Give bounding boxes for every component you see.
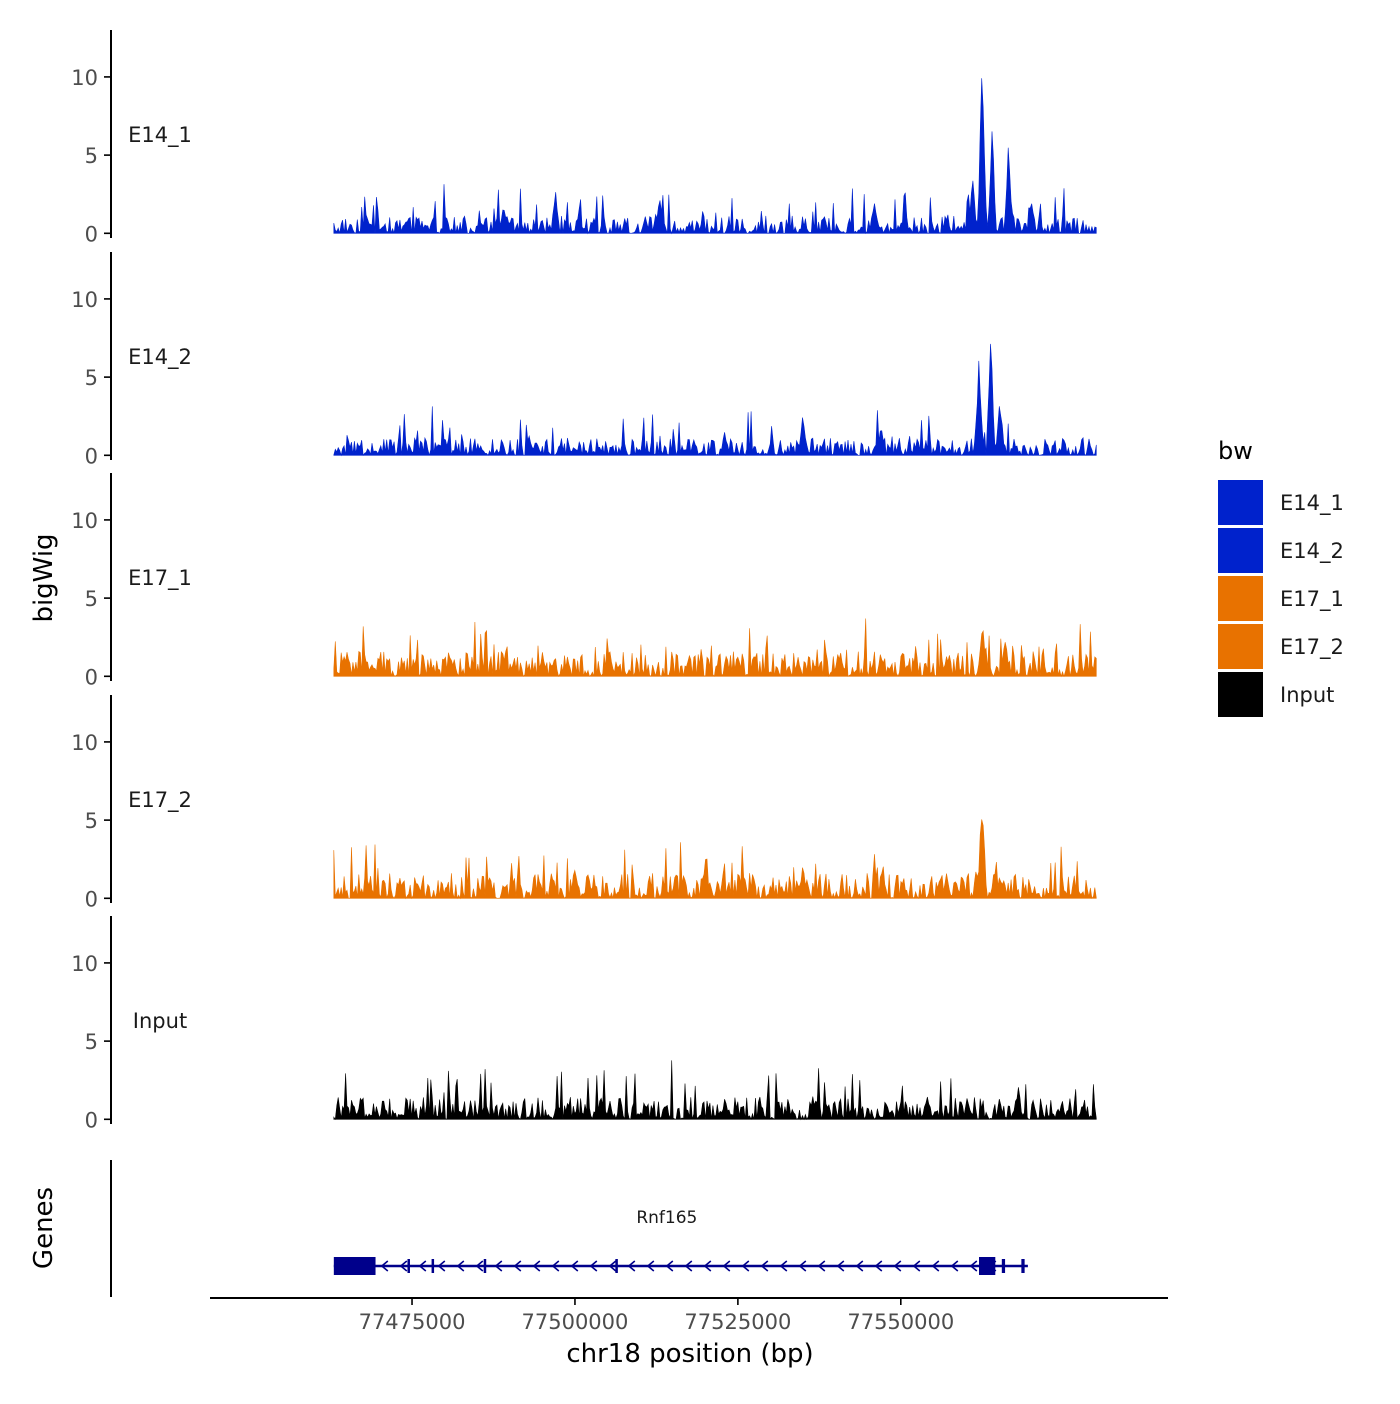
gene-exon (1001, 1259, 1006, 1273)
strand-arrow (532, 1260, 541, 1272)
legend-label-e14_2: E14_2 (1280, 539, 1344, 564)
gene-rnf165: Rnf165 (333, 1208, 1028, 1275)
legend-label-e17_2: E17_2 (1280, 635, 1344, 660)
legend-swatch-e17_2 (1218, 624, 1263, 669)
x-tick-label: 77475000 (359, 1310, 466, 1334)
x-axis: 77475000 77500000 77525000 77550000 (210, 1297, 1168, 1334)
strand-arrow (589, 1260, 598, 1272)
x-tick-label: 77500000 (522, 1310, 629, 1334)
track-panel-e17_2: 0 5 10 E17_2 (71, 695, 1097, 911)
y-tick-label: 10 (71, 66, 98, 90)
y-tick-label: 5 (85, 809, 98, 833)
y-tick-label: 0 (85, 1108, 98, 1132)
legend-label-e14_1: E14_1 (1280, 491, 1344, 516)
x-tick-label: 77550000 (847, 1310, 954, 1334)
x-tick-label: 77525000 (684, 1310, 791, 1334)
strand-arrow (798, 1260, 807, 1272)
gene-exon (407, 1259, 410, 1273)
y-tick-label: 0 (85, 222, 98, 246)
strand-arrow (893, 1260, 902, 1272)
track-panels: 0 5 10 E14_1 0 5 10 E14_2 0 5 10 E17_1 0 5 10 E17_2 0 5 10… (71, 30, 1097, 1132)
strand-arrow (912, 1260, 921, 1272)
legend-swatch-e17_1 (1218, 576, 1263, 621)
gene-exon (979, 1257, 996, 1275)
track-label-e14_1: E14_1 (128, 123, 192, 148)
strand-arrow (551, 1260, 560, 1272)
track-label-e17_2: E17_2 (128, 788, 192, 813)
strand-arrow (665, 1260, 674, 1272)
y-tick-label: 10 (71, 288, 98, 312)
strand-arrow (475, 1260, 484, 1272)
y-tick-label: 5 (85, 144, 98, 168)
gene-exon (483, 1259, 487, 1273)
y-tick-label: 5 (85, 587, 98, 611)
strand-arrow (836, 1260, 845, 1272)
strand-arrow (608, 1260, 617, 1272)
strand-arrow (950, 1260, 959, 1272)
genes-panel-title: Genes (29, 1187, 59, 1269)
track-panel-e17_1: 0 5 10 E17_1 (71, 473, 1097, 689)
strand-arrow (627, 1260, 636, 1272)
y-tick-label: 10 (71, 731, 98, 755)
track-panel-e14_2: 0 5 10 E14_2 (71, 252, 1097, 468)
legend-swatch-input (1218, 672, 1263, 717)
genes-track: Rnf165 (110, 1160, 1028, 1297)
gene-exon (431, 1259, 435, 1273)
gene-exon (1021, 1259, 1025, 1273)
signal-area-input (333, 1060, 1097, 1121)
strand-arrow (874, 1260, 883, 1272)
y-tick-label: 0 (85, 665, 98, 689)
y-tick-label: 5 (85, 1030, 98, 1054)
strand-arrow (570, 1260, 579, 1272)
track-label-e14_2: E14_2 (128, 345, 192, 370)
gene-name-label: Rnf165 (636, 1208, 697, 1228)
strand-arrow (494, 1260, 503, 1272)
legend-swatch-e14_1 (1218, 480, 1263, 525)
strand-arrow (684, 1260, 693, 1272)
strand-arrow (969, 1260, 978, 1272)
strand-arrow (513, 1260, 522, 1272)
signal-area-e14_1 (333, 78, 1097, 235)
strand-arrow (646, 1260, 655, 1272)
strand-arrow (703, 1260, 712, 1272)
y-tick-label: 5 (85, 366, 98, 390)
gene-exon (615, 1259, 618, 1273)
strand-arrow (817, 1260, 826, 1272)
strand-arrow (722, 1260, 731, 1272)
legend-title: bw (1218, 437, 1253, 465)
strand-arrow (399, 1260, 408, 1272)
legend-label-input: Input (1280, 683, 1334, 707)
y-tick-label: 10 (71, 509, 98, 533)
track-panel-input: 0 5 10 Input (71, 916, 1097, 1132)
track-label-e17_1: E17_1 (128, 566, 192, 591)
strand-arrow (855, 1260, 864, 1272)
strand-arrow (931, 1260, 940, 1272)
strand-arrow (418, 1260, 427, 1272)
legend: bw E14_1 E14_2 E17_1 E17_2 Input (1218, 437, 1344, 717)
strand-arrow (760, 1260, 769, 1272)
y-tick-label: 0 (85, 887, 98, 911)
track-label-input: Input (133, 1009, 187, 1033)
strand-arrow (380, 1260, 389, 1272)
strand-arrow (779, 1260, 788, 1272)
legend-label-e17_1: E17_1 (1280, 587, 1344, 612)
strand-arrow (456, 1260, 465, 1272)
y-tick-label: 10 (71, 952, 98, 976)
legend-swatch-e14_2 (1218, 528, 1263, 573)
signal-area-e14_2 (333, 343, 1097, 457)
signal-area-e17_2 (333, 819, 1097, 900)
gene-exon (333, 1257, 376, 1275)
signal-area-e17_1 (333, 618, 1097, 678)
y-tick-label: 0 (85, 444, 98, 468)
y-axis-title: bigWig (29, 533, 59, 622)
strand-arrow (741, 1260, 750, 1272)
strand-arrow (437, 1260, 446, 1272)
track-panel-e14_1: 0 5 10 E14_1 (71, 30, 1097, 246)
x-axis-title: chr18 position (bp) (566, 1339, 813, 1369)
